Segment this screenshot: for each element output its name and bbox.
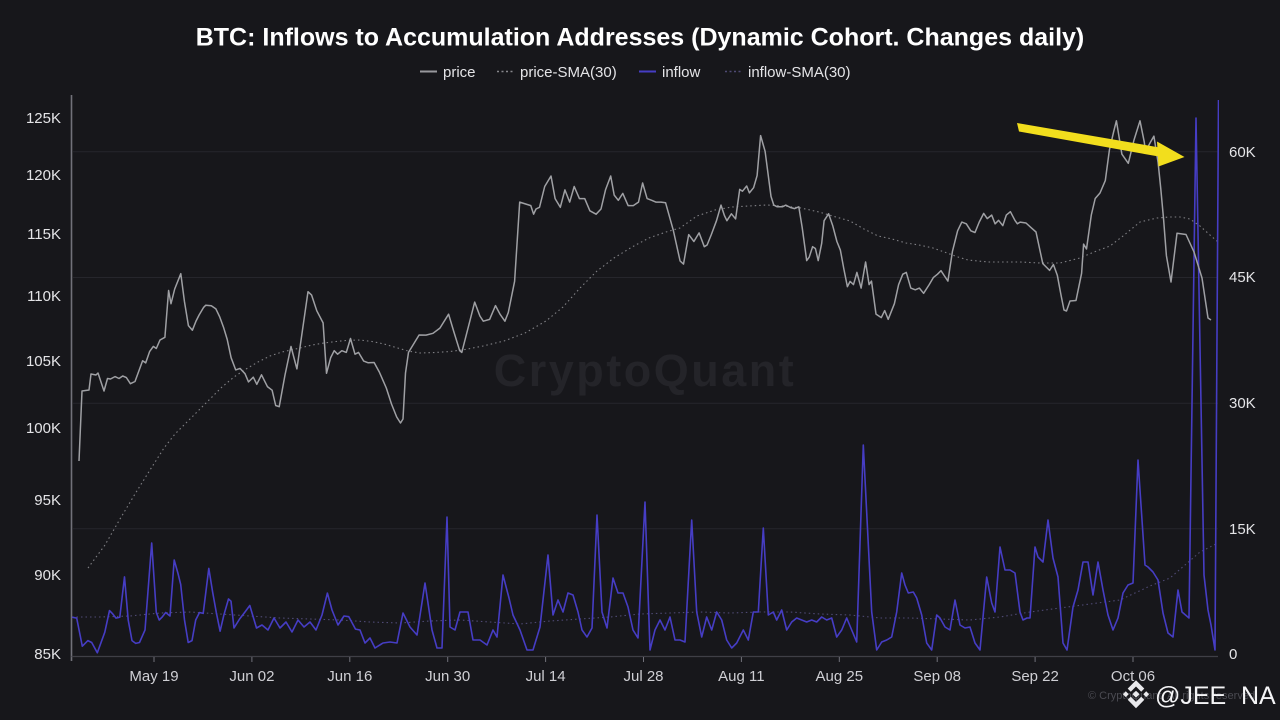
svg-text:Oct 06: Oct 06: [1111, 668, 1155, 685]
svg-text:Aug 25: Aug 25: [816, 668, 864, 685]
svg-text:Aug 11: Aug 11: [718, 668, 764, 685]
svg-text:BTC: Inflows to Accumulation A: BTC: Inflows to Accumulation Addresses (…: [196, 24, 1085, 52]
svg-text:95K: 95K: [34, 492, 61, 509]
svg-text:90K: 90K: [34, 567, 61, 584]
svg-text:45K: 45K: [1229, 269, 1256, 286]
svg-text:125K: 125K: [26, 110, 61, 127]
svg-text:120K: 120K: [26, 167, 61, 184]
svg-text:@JEE: @JEE: [1155, 682, 1226, 710]
svg-text:60K: 60K: [1229, 144, 1256, 161]
svg-text:Jun 16: Jun 16: [327, 668, 372, 685]
svg-text:inflow: inflow: [662, 64, 701, 81]
svg-text:price-SMA(30): price-SMA(30): [520, 64, 617, 81]
svg-text:Jul 14: Jul 14: [526, 668, 566, 685]
svg-text:100K: 100K: [26, 420, 61, 437]
svg-text:105K: 105K: [26, 353, 61, 370]
svg-text:Sep 08: Sep 08: [913, 668, 961, 685]
svg-text:0: 0: [1229, 646, 1237, 663]
svg-text:Jul 28: Jul 28: [623, 668, 663, 685]
svg-text:May 19: May 19: [129, 668, 178, 685]
svg-text:85K: 85K: [34, 646, 61, 663]
svg-text:110K: 110K: [27, 288, 61, 305]
svg-text:inflow-SMA(30): inflow-SMA(30): [748, 64, 851, 81]
svg-text:CryptoQuant: CryptoQuant: [494, 345, 797, 396]
svg-text:115K: 115K: [27, 226, 61, 243]
svg-text:Sep 22: Sep 22: [1011, 668, 1059, 685]
svg-text:NA: NA: [1241, 682, 1276, 710]
svg-text:Jun 30: Jun 30: [425, 668, 470, 685]
svg-text:Jun 02: Jun 02: [229, 668, 274, 685]
svg-text:30K: 30K: [1229, 395, 1256, 412]
svg-text:15K: 15K: [1229, 521, 1256, 538]
svg-text:price: price: [443, 64, 476, 81]
